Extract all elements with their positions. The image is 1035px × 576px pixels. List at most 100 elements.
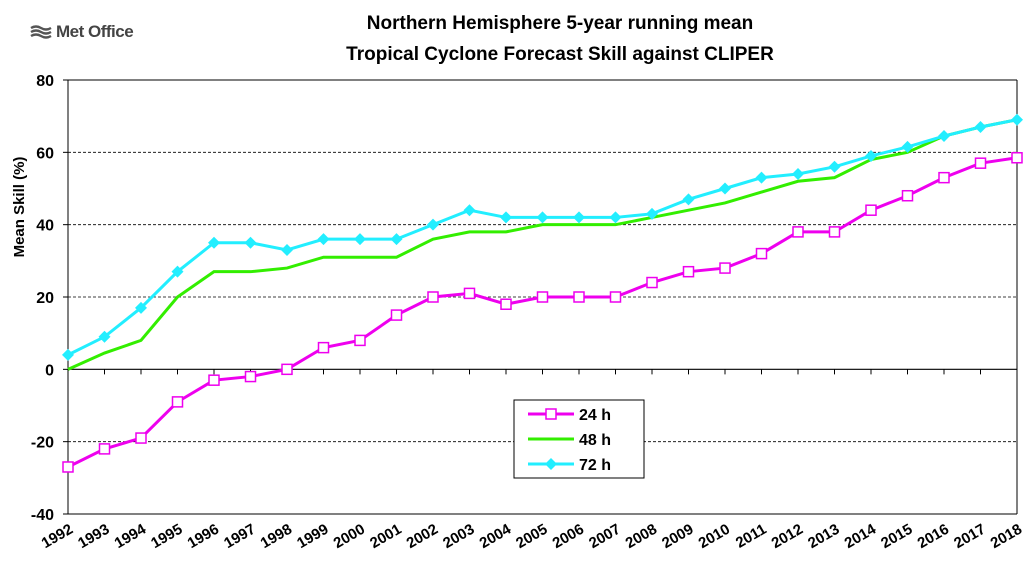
data-point: [938, 171, 950, 184]
data-point: [62, 461, 74, 473]
met-office-logo-icon: [30, 25, 52, 39]
legend-item: 24 h: [528, 407, 611, 424]
x-tick-label: 1994: [112, 520, 150, 552]
x-tick-label: 2015: [878, 521, 915, 552]
data-point: [646, 276, 658, 289]
data-point: [828, 160, 841, 173]
data-point: [390, 309, 403, 321]
data-point: [865, 149, 877, 162]
x-tick-label: 2010: [696, 521, 733, 552]
data-point: [390, 233, 403, 246]
data-point: [98, 330, 111, 343]
x-tick-label: 2016: [915, 521, 952, 552]
x-tick-label: 2017: [951, 521, 988, 552]
legend-marker: [545, 408, 557, 420]
chart-title: Northern Hemisphere 5-year running mean: [366, 13, 754, 34]
y-tick-label: 0: [45, 362, 54, 379]
data-point: [755, 171, 768, 184]
data-point: [208, 374, 220, 386]
y-axis-label: Mean Skill (%): [11, 157, 28, 258]
y-tick-label: -20: [31, 435, 54, 452]
data-point: [171, 396, 184, 408]
x-tick-label: 1999: [294, 521, 331, 552]
data-point: [1011, 152, 1023, 164]
data-point: [98, 443, 111, 455]
data-point: [719, 262, 731, 274]
chart-subtitle: Tropical Cyclone Forecast Skill against …: [346, 44, 774, 65]
x-tick-label: 2014: [842, 520, 880, 552]
legend-marker: [545, 458, 557, 470]
data-point: [244, 236, 257, 249]
x-tick-label: 1992: [39, 521, 76, 552]
data-point: [135, 301, 147, 314]
data-point: [208, 236, 220, 249]
data-point: [427, 291, 439, 303]
series-24h: [62, 152, 1023, 473]
data-point: [901, 189, 914, 202]
y-tick-label: -40: [31, 507, 54, 524]
y-tick-label: 60: [36, 145, 54, 162]
legend-label: 24 h: [579, 407, 611, 424]
met-office-logo: Met Office: [30, 22, 134, 42]
legend-label: 48 h: [579, 432, 611, 449]
data-point: [609, 211, 622, 224]
x-tick-label: 1997: [221, 521, 258, 552]
legend-item: 48 h: [528, 432, 611, 449]
data-point: [281, 363, 293, 376]
data-point: [974, 121, 987, 134]
series-72h: [62, 113, 1023, 361]
data-point: [828, 226, 841, 238]
data-point: [865, 204, 877, 216]
x-tick-label: 2006: [550, 521, 587, 552]
data-point: [427, 218, 439, 231]
data-point: [974, 157, 987, 169]
data-point: [536, 211, 549, 224]
legend-item: 72 h: [528, 457, 611, 474]
data-point: [281, 243, 293, 256]
legend-label: 72 h: [579, 457, 611, 474]
data-point: [244, 370, 257, 383]
data-point: [792, 226, 804, 238]
data-point: [646, 207, 658, 220]
grid-layer: [68, 151, 1017, 443]
data-point: [719, 182, 731, 195]
x-tick-label: 2008: [623, 521, 660, 552]
brand-name: Met Office: [56, 22, 134, 41]
x-tick-label: 2003: [440, 521, 477, 552]
x-tick-label: 2002: [404, 521, 441, 552]
data-point: [500, 211, 512, 224]
x-tick-label: 2000: [331, 521, 368, 552]
series-48h: [67, 118, 1018, 371]
x-tick-label: 2005: [513, 521, 550, 552]
series-line: [67, 118, 1018, 371]
data-point: [536, 291, 549, 303]
data-point: [938, 130, 950, 143]
x-tick-label: 1996: [185, 521, 222, 552]
series-layer: [62, 113, 1023, 473]
x-tick-label: 2009: [659, 521, 696, 552]
data-point: [792, 168, 804, 181]
data-point: [1011, 113, 1023, 126]
data-point: [682, 265, 695, 278]
y-tick-label: 80: [36, 73, 54, 90]
x-tick-label: 2018: [988, 521, 1025, 552]
data-point: [354, 334, 366, 347]
x-tick-label: 2007: [586, 521, 623, 552]
legend-layer: 24 h 48 h 72 h: [513, 399, 645, 479]
x-tick-label: 2001: [367, 521, 404, 552]
data-point: [171, 265, 184, 278]
x-tick-label: 1998: [258, 521, 295, 552]
x-tick-label: 2004: [477, 520, 515, 552]
data-point: [354, 233, 366, 246]
data-point: [573, 211, 585, 224]
data-point: [901, 140, 914, 153]
data-point: [682, 193, 695, 206]
y-tick-label: 20: [36, 290, 54, 307]
data-point: [463, 287, 476, 300]
x-tick-label: 1993: [75, 521, 112, 552]
data-point: [62, 348, 74, 361]
data-point: [755, 247, 768, 260]
data-point: [463, 204, 476, 217]
